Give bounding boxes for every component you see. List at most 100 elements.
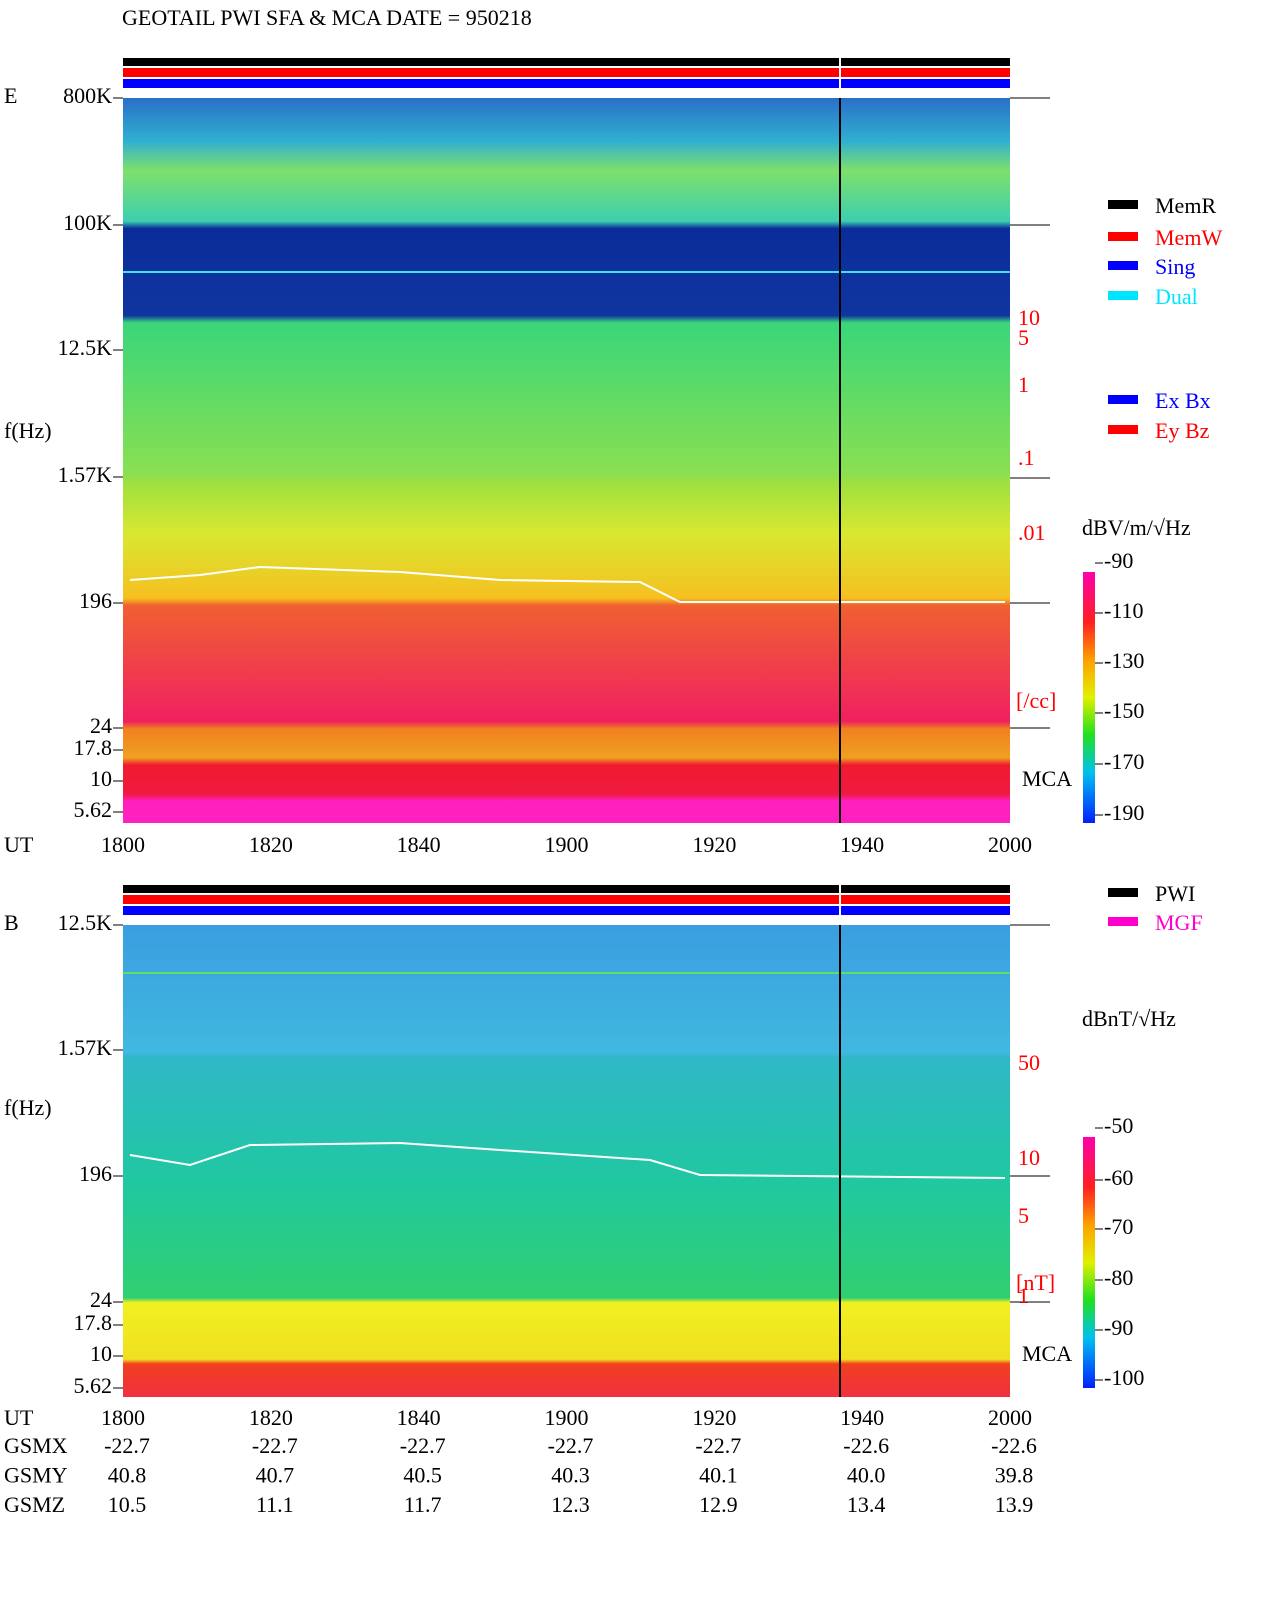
time-tick-label: 1820 <box>249 832 293 857</box>
density-trace <box>129 565 1005 603</box>
legend-label: Sing <box>1155 254 1195 279</box>
legend-swatch <box>1108 232 1138 241</box>
time-tick-label: 1800 <box>101 1405 145 1430</box>
legend-swatch <box>1108 888 1138 897</box>
legend-label: PWI <box>1155 881 1195 906</box>
colorbar-unit: dBV/m/√Hz <box>1082 515 1191 540</box>
density-tick-label: .01 <box>1018 520 1046 545</box>
orbit-value: 39.8 <box>995 1463 1034 1488</box>
legend-swatch <box>1108 261 1138 270</box>
orbit-value: 11.7 <box>404 1492 442 1517</box>
colorbar <box>1083 1137 1095 1388</box>
axis-label: UT <box>4 1405 34 1430</box>
orbit-value: 40.7 <box>256 1463 295 1488</box>
colorbar-tick-label: -190 <box>1104 800 1144 825</box>
freq-tick-label: 10 <box>90 766 112 791</box>
mca-label: MCA <box>1022 766 1072 791</box>
time-tick-label: 2000 <box>988 832 1032 857</box>
time-tick-label: 1940 <box>840 832 884 857</box>
panel-label: E <box>4 83 17 108</box>
legend-swatch <box>1108 200 1138 209</box>
colorbar <box>1083 572 1095 823</box>
orbit-value: 40.8 <box>108 1463 147 1488</box>
freq-tick-label: 196 <box>79 588 112 613</box>
legend-label: Ex Bx <box>1155 388 1211 413</box>
freq-tick-label: 5.62 <box>74 1373 113 1398</box>
colorbar-tick-label: -170 <box>1104 749 1144 774</box>
mode-bar <box>123 885 1010 893</box>
orbit-value: -22.7 <box>104 1433 150 1458</box>
orbit-value: -22.7 <box>252 1433 298 1458</box>
colorbar-tick-label: -50 <box>1104 1113 1133 1138</box>
density-trace <box>129 1141 1006 1179</box>
density-tick-label: 5 <box>1018 325 1029 350</box>
orbit-label: GSMX <box>4 1433 68 1458</box>
freq-tick-label: 10 <box>90 1341 112 1366</box>
orbit-value: 13.9 <box>995 1492 1034 1517</box>
axis-label: UT <box>4 832 34 857</box>
time-tick-label: 1840 <box>397 832 441 857</box>
orbit-value: 11.1 <box>256 1492 294 1517</box>
freq-tick-label: 24 <box>90 713 112 738</box>
time-tick-label: 2000 <box>988 1405 1032 1430</box>
axis-label: f(Hz) <box>4 418 52 443</box>
orbit-value: 40.0 <box>847 1463 886 1488</box>
colorbar-tick-label: -90 <box>1104 548 1133 573</box>
density-tick-label: .1 <box>1018 445 1035 470</box>
orbit-value: -22.7 <box>695 1433 741 1458</box>
density-tick-label: 1 <box>1018 372 1029 397</box>
density-tick-label: 10 <box>1018 305 1040 330</box>
colorbar-tick-label: -110 <box>1104 598 1144 623</box>
orbit-value: 40.3 <box>551 1463 590 1488</box>
freq-tick-label: 12.5K <box>58 335 113 360</box>
density-unit: [/cc] <box>1016 688 1056 713</box>
orbit-value: -22.7 <box>548 1433 594 1458</box>
freq-tick-label: 5.62 <box>74 797 113 822</box>
colorbar-tick-label: -90 <box>1104 1315 1133 1340</box>
legend-swatch <box>1108 917 1138 926</box>
freq-tick-label: 17.8 <box>74 1310 113 1335</box>
orbit-value: 10.5 <box>108 1492 147 1517</box>
mode-bar <box>123 58 1010 66</box>
density-tick-label: 50 <box>1018 1050 1040 1075</box>
panel-label: B <box>4 910 19 935</box>
legend-swatch <box>1108 395 1138 404</box>
legend-swatch <box>1108 291 1138 300</box>
colorbar-unit: dBnT/√Hz <box>1082 1006 1176 1031</box>
time-tick-label: 1900 <box>545 832 589 857</box>
mca-label: MCA <box>1022 1341 1072 1366</box>
legend-swatch <box>1108 425 1138 434</box>
time-tick-label: 1920 <box>692 1405 736 1430</box>
legend-label: MGF <box>1155 910 1203 935</box>
freq-tick-label: 24 <box>90 1287 112 1312</box>
legend-label: Ey Bz <box>1155 418 1210 443</box>
orbit-value: 40.5 <box>403 1463 442 1488</box>
spectrogram <box>123 925 1010 1397</box>
legend-label: Dual <box>1155 284 1198 309</box>
freq-tick-label: 12.5K <box>58 910 113 935</box>
orbit-value: -22.6 <box>991 1433 1037 1458</box>
time-tick-label: 1840 <box>397 1405 441 1430</box>
title: GEOTAIL PWI SFA & MCA DATE = 950218 <box>122 5 532 30</box>
mode-bar <box>123 68 1010 77</box>
orbit-value: 13.4 <box>847 1492 886 1517</box>
orbit-value: -22.7 <box>400 1433 446 1458</box>
orbit-label: GSMY <box>4 1463 68 1488</box>
orbit-value: -22.6 <box>843 1433 889 1458</box>
axis-label: f(Hz) <box>4 1095 52 1120</box>
orbit-value: 12.9 <box>699 1492 738 1517</box>
time-tick-label: 1920 <box>692 832 736 857</box>
density-tick-label: 10 <box>1018 1145 1040 1170</box>
time-tick-label: 1940 <box>840 1405 884 1430</box>
freq-tick-label: 100K <box>63 210 112 235</box>
freq-tick-label: 1.57K <box>58 462 113 487</box>
freq-tick-label: 800K <box>63 83 112 108</box>
colorbar-tick-label: -80 <box>1104 1265 1133 1290</box>
legend-label: MemW <box>1155 225 1222 250</box>
orbit-value: 40.1 <box>699 1463 738 1488</box>
spectrogram <box>123 98 1010 823</box>
freq-tick-label: 17.8 <box>74 735 113 760</box>
colorbar-tick-label: -70 <box>1104 1214 1133 1239</box>
mode-bar <box>123 895 1010 904</box>
